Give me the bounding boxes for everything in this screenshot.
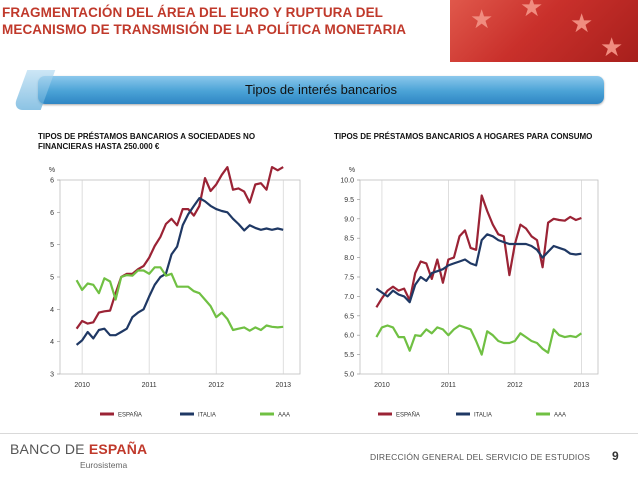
footer-department: DIRECCIÓN GENERAL DEL SERVICIO DE ESTUDI…	[370, 452, 591, 462]
legend-label: AAA	[554, 413, 566, 419]
y-tick-label: 9.5	[344, 197, 354, 204]
y-unit-label: %	[49, 167, 55, 174]
logo-text-espana: ESPAÑA	[88, 441, 148, 457]
series-line-aaa	[375, 324, 583, 356]
x-tick-label: 2011	[142, 382, 157, 389]
x-tick-label: 2013	[574, 382, 590, 389]
banner-label: Tipos de interés bancarios	[245, 82, 397, 97]
plot-frame	[359, 179, 599, 375]
series-line-aaa	[75, 266, 284, 332]
y-tick-label: 7.0	[344, 294, 354, 301]
y-tick-label: 4	[50, 339, 54, 346]
x-tick-label: 2012	[208, 382, 224, 389]
footer-rule	[0, 433, 638, 434]
y-tick-label: 6	[50, 210, 54, 217]
chart-title-companies: TIPOS DE PRÉSTAMOS BANCARIOS A SOCIEDADE…	[38, 132, 256, 151]
legend-label: ESPAÑA	[396, 412, 420, 419]
x-tick-label: 2010	[74, 382, 90, 389]
y-tick-label: 9.0	[344, 216, 354, 223]
x-tick-label: 2012	[507, 382, 523, 389]
y-tick-label: 8.5	[344, 236, 354, 243]
x-tick-label: 2011	[441, 382, 456, 389]
logo-subtitle: Eurosistema	[80, 460, 128, 470]
eu-flag-image: ★ ★ ★ ★	[450, 0, 638, 62]
legend-label: AAA	[278, 413, 290, 419]
y-unit-label: %	[349, 167, 355, 174]
x-tick-label: 2013	[275, 382, 291, 389]
chart-companies: % 3 4 4 5 5 6 6 2010 2011 2012 2013 ESPAÑA ITALIA AAA	[49, 165, 301, 419]
legend-label: ITALIA	[474, 413, 492, 419]
page-number: 9	[612, 449, 619, 463]
y-tick-label: 8.0	[344, 255, 354, 262]
y-tick-label: 6.0	[344, 333, 354, 340]
y-tick-label: 10.0	[340, 178, 354, 185]
y-tick-label: 7.5	[344, 275, 354, 282]
legend-label: ESPAÑA	[118, 412, 142, 419]
chart-households: % 5.0 5.5 6.0 6.5 7.0 7.5 8.0 8.5 9.0 9.5 10.0 2010 2…	[340, 167, 599, 419]
y-tick-label: 5	[50, 275, 54, 282]
y-tick-label: 5	[50, 242, 54, 249]
y-tick-label: 3	[50, 372, 54, 379]
section-banner: Tipos de interés bancarios	[12, 70, 604, 110]
series-line-espana	[75, 165, 284, 330]
series-line-italia	[75, 196, 284, 346]
y-tick-label: 5.5	[344, 352, 354, 359]
y-tick-label: 6	[50, 178, 54, 185]
slide-title: FRAGMENTACIÓN DEL ÁREA DEL EURO Y RUPTUR…	[2, 5, 407, 37]
banco-de-espana-logo: BANCO DE ESPAÑA	[10, 441, 147, 457]
y-tick-label: 6.5	[344, 313, 354, 320]
x-tick-label: 2010	[374, 382, 390, 389]
logo-text-banco: BANCO DE	[10, 441, 89, 457]
y-tick-label: 4	[50, 307, 54, 314]
legend-label: ITALIA	[198, 413, 216, 419]
plot-frame	[59, 179, 301, 375]
chart-title-households: TIPOS DE PRÉSTAMOS BANCARIOS A HOGARES P…	[334, 132, 593, 141]
series-line-italia	[375, 233, 582, 304]
y-tick-label: 5.0	[344, 372, 354, 379]
